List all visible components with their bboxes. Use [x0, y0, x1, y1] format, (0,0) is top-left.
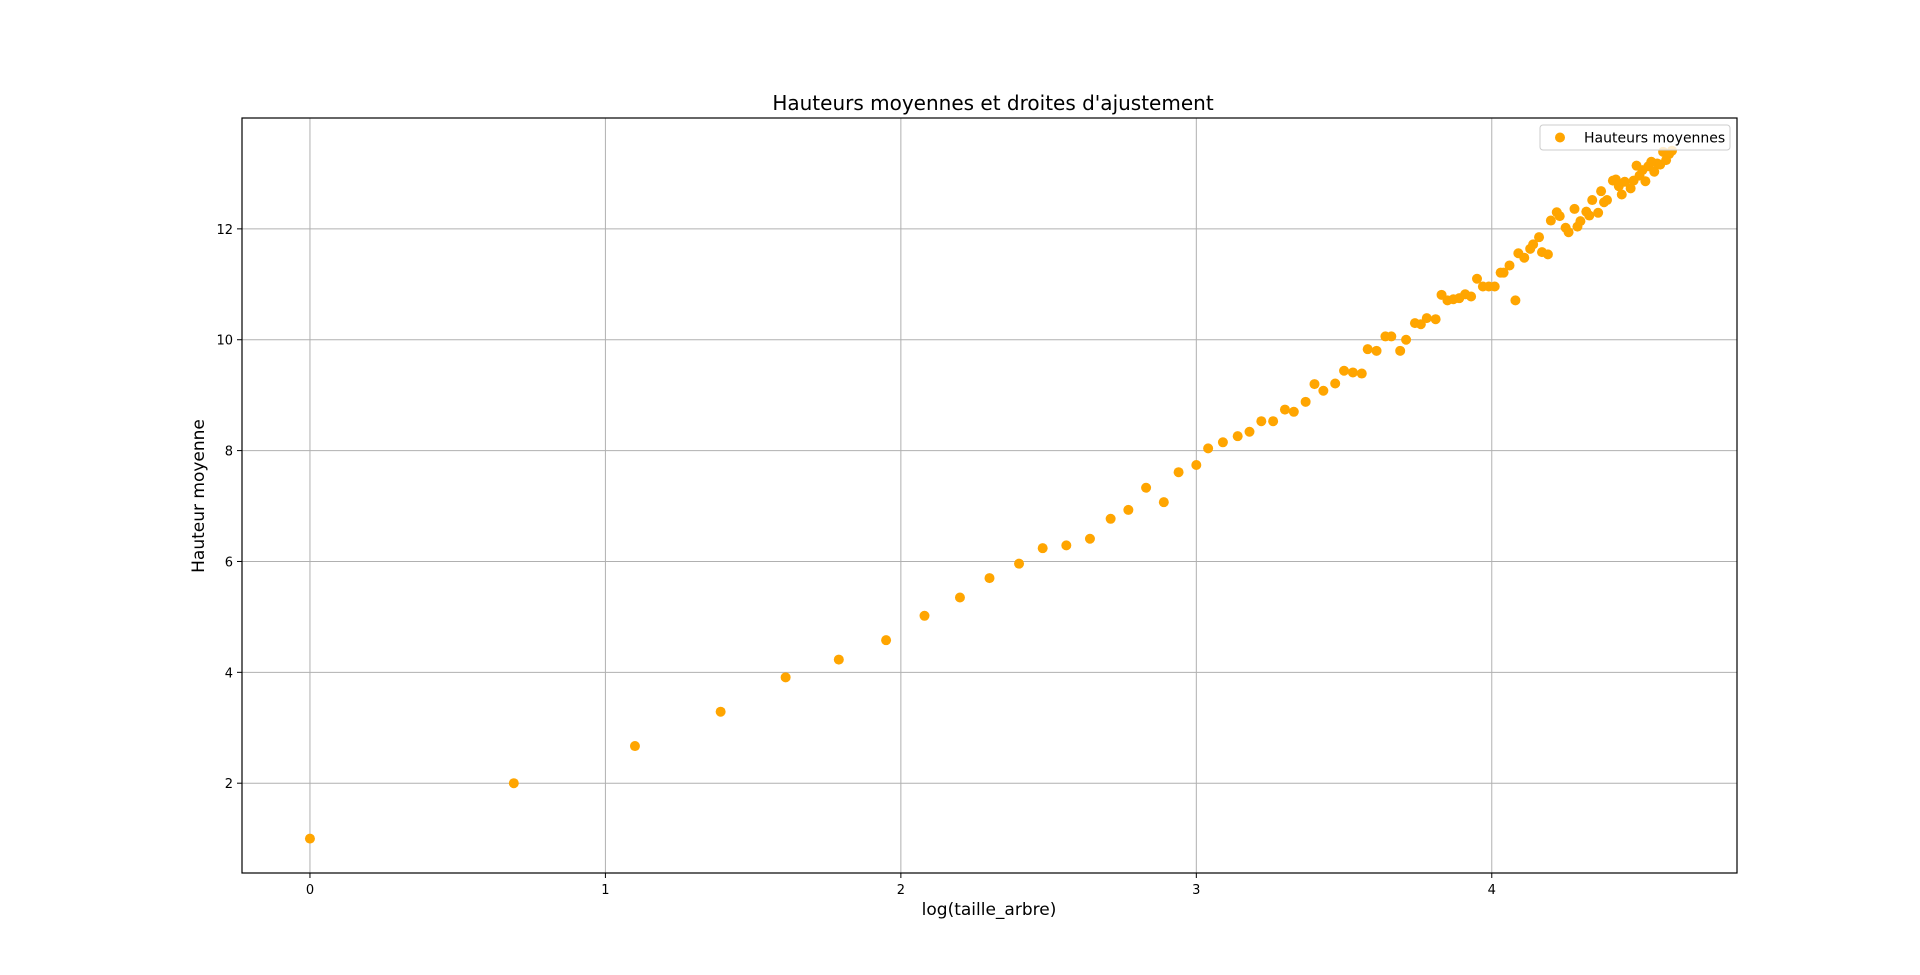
data-point	[1014, 558, 1025, 569]
data-point	[1386, 331, 1397, 342]
data-point	[1504, 260, 1515, 271]
data-point	[1061, 540, 1072, 551]
data-point	[304, 833, 315, 844]
data-point	[1339, 365, 1350, 376]
data-point	[1545, 215, 1556, 226]
x-tick-label: 1	[601, 883, 609, 898]
data-point	[1554, 211, 1565, 222]
data-point	[1288, 406, 1299, 417]
data-point	[1569, 203, 1580, 214]
legend-label: Hauteurs moyennes	[1584, 131, 1725, 147]
data-point	[1309, 379, 1320, 390]
data-point	[1158, 497, 1169, 508]
data-point	[1395, 345, 1406, 356]
data-point	[1421, 313, 1432, 324]
data-point	[1466, 291, 1477, 302]
data-point	[1279, 404, 1290, 415]
data-point	[1173, 467, 1184, 478]
data-point	[1640, 176, 1651, 187]
data-point	[1625, 183, 1636, 194]
legend: Hauteurs moyennes	[1539, 124, 1731, 151]
y-axis-label: Hauteur moyenne	[189, 419, 209, 573]
data-point	[881, 635, 892, 646]
grid-lines	[242, 118, 1737, 873]
legend-marker	[1555, 132, 1565, 143]
data-point	[1616, 189, 1627, 200]
x-tick-label: 3	[1192, 883, 1200, 898]
data-point	[1347, 367, 1358, 378]
data-point	[1649, 166, 1660, 177]
data-point	[1318, 385, 1329, 396]
data-point	[1619, 176, 1630, 187]
data-point	[1472, 273, 1482, 284]
data-point	[919, 610, 930, 621]
x-axis-label: log(taille_arbre)	[922, 900, 1057, 920]
data-point	[1510, 295, 1521, 306]
data-point	[1330, 378, 1341, 389]
data-point	[1528, 239, 1539, 250]
data-point	[1489, 281, 1500, 292]
data-point	[1575, 216, 1586, 227]
data-points	[304, 145, 1677, 844]
data-point	[1123, 504, 1134, 515]
data-point	[1217, 437, 1228, 448]
data-point	[780, 672, 791, 683]
data-point	[715, 706, 726, 717]
data-point	[1593, 207, 1604, 218]
data-point	[1602, 195, 1612, 206]
data-point	[1542, 249, 1553, 260]
data-point	[1430, 314, 1441, 325]
data-point	[1105, 513, 1116, 524]
data-point	[1587, 195, 1598, 206]
data-point	[1268, 416, 1279, 427]
y-tick-label: 10	[216, 334, 233, 349]
data-point	[1232, 431, 1243, 442]
data-point	[833, 654, 844, 665]
x-tick-label: 2	[897, 883, 905, 898]
y-tick-label: 4	[225, 666, 233, 681]
data-point	[508, 778, 519, 789]
y-tick-label: 12	[216, 223, 233, 238]
data-point	[1356, 368, 1367, 379]
data-point	[1141, 482, 1152, 493]
data-point	[1596, 186, 1607, 197]
legend-box	[1539, 124, 1731, 151]
data-point	[1584, 210, 1595, 221]
data-point	[1534, 232, 1545, 243]
x-tick-label: 0	[306, 883, 314, 898]
y-tick-label: 8	[225, 445, 233, 460]
x-tick-label: 4	[1488, 883, 1496, 898]
y-tick-label: 2	[225, 777, 233, 792]
data-point	[629, 741, 640, 752]
chart-title: Hauteurs moyennes et droites d'ajustemen…	[772, 91, 1213, 115]
data-point	[1401, 334, 1412, 345]
data-point	[1037, 543, 1048, 554]
data-point	[1300, 396, 1311, 407]
data-point	[954, 592, 965, 603]
data-point	[1191, 460, 1202, 471]
y-tick-label: 6	[225, 555, 233, 570]
data-point	[1362, 344, 1373, 355]
data-point	[1244, 426, 1255, 437]
data-point	[1203, 443, 1214, 454]
data-point	[1519, 252, 1530, 263]
axes-frame	[241, 117, 1738, 874]
data-point	[1084, 533, 1095, 544]
data-point	[1563, 227, 1574, 238]
data-point	[984, 573, 995, 584]
data-point	[1371, 345, 1382, 356]
data-point	[1498, 267, 1509, 278]
data-point	[1256, 416, 1267, 427]
